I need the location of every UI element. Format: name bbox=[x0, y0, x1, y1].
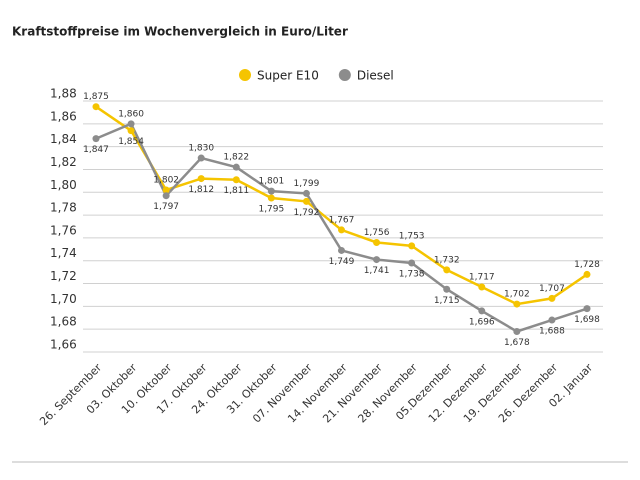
point bbox=[548, 294, 556, 302]
y-tick-label: 1,76 bbox=[50, 223, 77, 237]
point bbox=[408, 242, 416, 250]
y-tick-label: 1,72 bbox=[50, 269, 77, 283]
point bbox=[443, 266, 451, 274]
value-label: 1,738 bbox=[399, 270, 425, 280]
y-tick-label: 1,68 bbox=[50, 315, 77, 329]
value-label: 1,696 bbox=[469, 317, 495, 327]
value-label: 1,698 bbox=[574, 315, 600, 325]
point bbox=[92, 103, 100, 111]
point bbox=[478, 307, 486, 315]
value-label: 1,830 bbox=[188, 144, 214, 154]
point bbox=[127, 120, 135, 128]
y-tick-label: 1,70 bbox=[50, 292, 77, 306]
value-label: 1,811 bbox=[223, 186, 249, 196]
point bbox=[162, 186, 170, 194]
value-label: 1,756 bbox=[364, 228, 390, 238]
value-label: 1,702 bbox=[504, 290, 530, 300]
y-tick-label: 1,66 bbox=[50, 338, 77, 352]
point bbox=[197, 154, 205, 162]
point bbox=[267, 187, 275, 195]
value-label: 1,753 bbox=[399, 231, 425, 241]
y-tick-label: 1,80 bbox=[50, 178, 77, 192]
point bbox=[513, 327, 521, 335]
value-label: 1,678 bbox=[504, 338, 530, 348]
legend-swatch bbox=[338, 69, 351, 81]
x-tick-label: 26. September bbox=[37, 361, 104, 428]
point bbox=[197, 175, 205, 183]
point bbox=[338, 226, 345, 234]
value-label: 1,802 bbox=[153, 175, 179, 185]
value-label: 1,767 bbox=[329, 215, 355, 225]
value-label: 1,801 bbox=[258, 177, 284, 187]
point bbox=[478, 283, 486, 291]
value-label: 1,797 bbox=[153, 202, 179, 212]
point bbox=[302, 189, 310, 197]
value-label: 1,749 bbox=[329, 257, 355, 267]
value-label: 1,707 bbox=[539, 284, 565, 294]
value-label: 1,875 bbox=[83, 92, 109, 102]
point bbox=[408, 259, 416, 267]
value-label: 1,688 bbox=[539, 327, 565, 337]
point bbox=[373, 256, 381, 264]
point bbox=[583, 305, 591, 313]
value-label: 1,792 bbox=[294, 208, 320, 218]
value-label: 1,728 bbox=[574, 260, 600, 270]
point bbox=[162, 192, 170, 200]
point bbox=[338, 246, 345, 254]
point bbox=[92, 135, 100, 143]
value-label: 1,795 bbox=[258, 204, 284, 214]
point bbox=[513, 300, 521, 308]
y-tick-label: 1,84 bbox=[50, 132, 77, 146]
value-label: 1,860 bbox=[118, 109, 144, 119]
point bbox=[232, 163, 240, 171]
value-label: 1,847 bbox=[83, 145, 109, 155]
value-label: 1,732 bbox=[434, 255, 460, 265]
value-label: 1,812 bbox=[188, 185, 214, 195]
y-tick-label: 1,78 bbox=[50, 201, 77, 215]
point bbox=[373, 238, 381, 246]
value-label: 1,741 bbox=[364, 266, 390, 276]
y-tick-label: 1,74 bbox=[50, 246, 77, 260]
point bbox=[232, 176, 240, 184]
legend-swatch bbox=[239, 69, 251, 81]
point bbox=[583, 270, 591, 278]
value-label: 1,854 bbox=[118, 137, 144, 147]
point bbox=[548, 316, 556, 324]
point bbox=[302, 197, 310, 205]
value-label: 1,822 bbox=[223, 153, 249, 163]
y-tick-label: 1,88 bbox=[50, 87, 77, 101]
value-label: 1,799 bbox=[294, 179, 320, 189]
point bbox=[267, 194, 275, 202]
value-label: 1,717 bbox=[469, 272, 495, 282]
point bbox=[443, 285, 451, 293]
legend-label: Diesel bbox=[357, 69, 394, 83]
value-label: 1,715 bbox=[434, 296, 460, 306]
legend-label: Super E10 bbox=[257, 69, 319, 83]
point bbox=[127, 127, 135, 135]
y-tick-label: 1,86 bbox=[50, 109, 77, 123]
chart-title: Kraftstoffpreise im Wochenvergleich in E… bbox=[12, 25, 348, 39]
y-tick-label: 1,82 bbox=[50, 155, 77, 169]
